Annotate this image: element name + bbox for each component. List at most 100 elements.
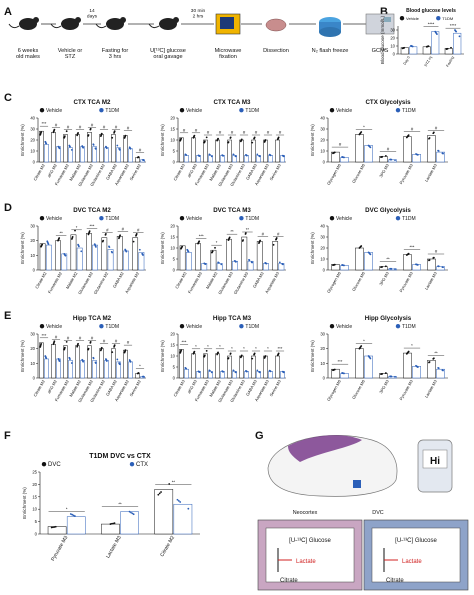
bar [431, 31, 440, 55]
legend-label: Vehicle [336, 108, 352, 114]
significance-mark: *** [42, 121, 47, 126]
data-point [265, 262, 268, 265]
significance-mark: * [411, 343, 413, 348]
data-point [333, 368, 336, 371]
data-point [333, 151, 336, 154]
significance-mark: ** [230, 229, 234, 234]
bar [256, 241, 263, 271]
significance-mark: # [91, 336, 94, 341]
data-point [407, 252, 410, 255]
dvc-label: DVC [372, 510, 383, 516]
data-point [258, 371, 261, 374]
data-point [198, 155, 201, 158]
data-point [87, 347, 90, 350]
bar [427, 258, 436, 271]
chart-title: Hipp TCA M2 [73, 315, 112, 322]
bar [75, 134, 80, 163]
data-point [168, 483, 171, 485]
legend-label: CTX [136, 462, 148, 468]
bar [203, 139, 208, 163]
bar [99, 134, 104, 163]
y-tick-label: 10 [170, 354, 175, 359]
data-point [205, 136, 208, 139]
bar [68, 360, 73, 379]
x-tick-label: Lactate M3 [424, 270, 439, 290]
significance-mark: *** [338, 359, 343, 364]
workflow-step-1: 6 weeks old males [16, 48, 40, 60]
brain-dissection-icon [265, 18, 287, 32]
data-point [214, 246, 216, 249]
significance-mark: # [67, 125, 70, 130]
data-point [251, 141, 254, 144]
bar [154, 489, 174, 535]
bar [116, 147, 121, 163]
pathway-inner [265, 527, 355, 583]
legend-label: Vehicle [46, 108, 62, 114]
significance-mark: **** [428, 22, 435, 27]
significance-mark: # [115, 339, 118, 344]
bar [275, 139, 280, 163]
data-point [442, 369, 444, 372]
data-point [41, 243, 44, 246]
data-point [416, 366, 419, 369]
significance-mark: # [55, 334, 58, 339]
citrate-label: Citrate [386, 578, 404, 584]
x-tick-label: Fumarate M2 [47, 270, 64, 294]
workflow-step-4: U[¹³C] glucose oral gavage [150, 48, 186, 60]
data-point [116, 358, 119, 361]
y-tick-label: 10 [390, 44, 395, 49]
legend-marker [179, 108, 185, 113]
data-point [94, 362, 97, 364]
data-point [203, 354, 206, 357]
data-point [108, 246, 111, 249]
legend-marker [39, 216, 45, 221]
data-point [74, 229, 76, 232]
neocortex-label: Neocortex [293, 510, 318, 516]
citrate-label: Citrate [280, 578, 298, 584]
x-tick-label: GABA M2 [112, 270, 125, 288]
y-tick-label: 10 [170, 138, 175, 143]
chart-C2: CTX TCA M3 Vehicle T1DM 0 5 10 15 20 Enrichment … [160, 99, 286, 187]
data-point [442, 152, 444, 155]
bar [47, 526, 67, 535]
bar [232, 260, 238, 271]
data-point [58, 237, 61, 239]
chart-title: CTX Glycolysis [365, 99, 411, 106]
bar [278, 263, 285, 271]
bar [68, 147, 73, 163]
significance-mark: ** [118, 502, 122, 507]
data-point [222, 154, 225, 157]
data-point [77, 131, 79, 134]
bar [51, 132, 56, 163]
significance-mark: * [255, 346, 257, 351]
data-point [258, 155, 261, 158]
legend-marker [39, 324, 45, 329]
bar [232, 155, 237, 163]
y-tick-label: 30 [30, 127, 35, 132]
x-tick-label: Pyruvate M3 [398, 378, 414, 401]
data-point [113, 344, 116, 347]
legend-label: T1DM [245, 216, 259, 222]
legend-marker [99, 216, 104, 221]
bar [427, 135, 436, 163]
data-point [160, 491, 162, 493]
significance-mark: ** [172, 479, 176, 484]
data-point [113, 522, 116, 525]
significance-mark: # [79, 125, 82, 130]
data-point [138, 248, 141, 251]
bar [99, 348, 104, 379]
data-point [58, 147, 61, 150]
bar [272, 241, 279, 271]
legend-marker [395, 108, 401, 113]
significance-mark: *** [199, 234, 204, 239]
y-axis-label: Enrichment (%) [310, 124, 315, 156]
data-point [119, 234, 122, 237]
data-point [88, 230, 91, 233]
x-tick-label: Glutamate M2 [77, 270, 94, 295]
legend-marker [99, 108, 104, 113]
glucose-label: [U-¹³C] Glucose [395, 538, 437, 544]
y-tick-label: 0 [33, 376, 36, 381]
y-axis-label: Enrichment (%) [160, 124, 165, 156]
data-point [210, 155, 213, 158]
legend-marker [395, 216, 401, 221]
